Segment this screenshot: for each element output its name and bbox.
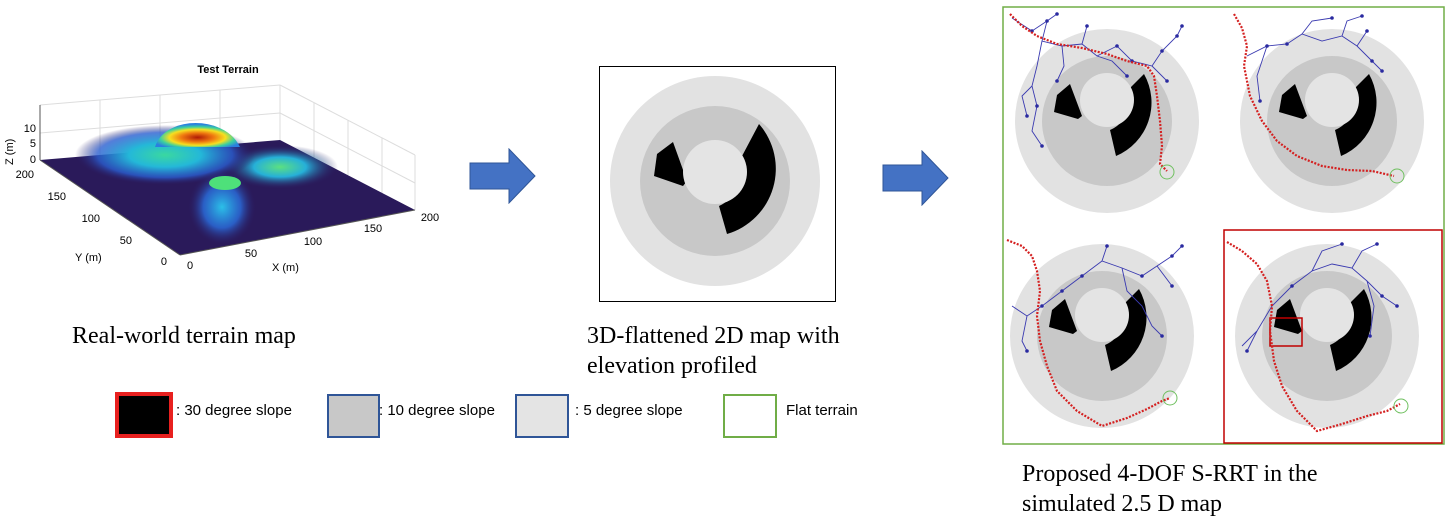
legend-label-10-degree: : 10 degree slope: [379, 402, 495, 420]
flat-map-caption: 3D-flattened 2D map with elevation profi…: [587, 321, 840, 381]
x-tick: 200: [421, 212, 439, 224]
legend-swatch-30-degree: [115, 392, 173, 438]
z-axis-label: Z (m): [4, 139, 16, 165]
inner-flat-disk: [683, 140, 747, 204]
legend-label-5-degree: : 5 degree slope: [575, 402, 683, 420]
legend-swatch-10-degree: [327, 394, 380, 438]
y-axis-label: Y (m): [75, 252, 102, 264]
y-tick: 50: [120, 235, 132, 247]
legend-label-flat: Flat terrain: [786, 402, 858, 420]
terrain-small-hill-top: [209, 176, 241, 190]
terrain-caption: Real-world terrain map: [72, 321, 296, 351]
x-tick: 50: [245, 248, 257, 260]
y-tick: 100: [82, 213, 100, 225]
y-tick: 200: [16, 169, 34, 181]
legend-label-30-degree: : 30 degree slope: [176, 402, 292, 420]
terrain-3d-plot: Test Terrain Z (m) 10 5 0 200 150 100 50…: [0, 55, 450, 285]
rrt-caption-line1: Proposed 4-DOF S-RRT in the: [1022, 459, 1317, 489]
legend-swatch-flat: [723, 394, 777, 438]
z-tick: 5: [30, 138, 36, 150]
flat-map-caption-line2: elevation profiled: [587, 351, 840, 381]
y-tick: 0: [161, 256, 167, 268]
rrt-results-panel: [1002, 6, 1445, 445]
legend-swatch-5-degree: [515, 394, 569, 438]
x-tick: 100: [304, 236, 322, 248]
z-tick: 10: [24, 123, 36, 135]
rrt-caption-line2: simulated 2.5 D map: [1022, 489, 1317, 519]
x-tick: 0: [187, 260, 193, 272]
y-tick: 150: [48, 191, 66, 203]
flattened-2d-map: [599, 66, 836, 302]
flat-map-caption-line1: 3D-flattened 2D map with: [587, 321, 840, 351]
x-tick: 150: [364, 223, 382, 235]
right-arrow-icon: [882, 150, 950, 206]
z-tick: 0: [30, 154, 36, 166]
plot-title: Test Terrain: [197, 64, 259, 76]
x-axis-label: X (m): [272, 262, 299, 274]
right-arrow-icon: [469, 148, 537, 204]
rrt-caption: Proposed 4-DOF S-RRT in the simulated 2.…: [1022, 459, 1317, 519]
